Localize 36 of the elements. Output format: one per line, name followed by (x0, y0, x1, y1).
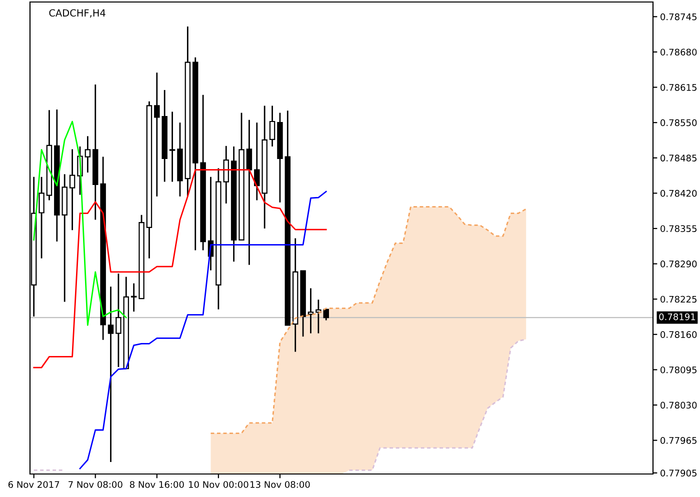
x-tick-label: 8 Nov 16:00 (130, 481, 184, 488)
candlestick (246, 119, 252, 266)
candlestick (130, 282, 137, 312)
y-tick-label: 0.78160 (660, 331, 697, 338)
y-tick-label: 0.77905 (660, 470, 696, 476)
candlestick (308, 288, 314, 334)
y-tick-label: 0.78355 (660, 225, 696, 232)
y-tick-label: 0.77965 (660, 437, 696, 444)
y-tick-label: 0.78095 (660, 366, 696, 374)
candlestick (269, 105, 276, 148)
line-series (210, 206, 527, 434)
x-tick-label: 13 Nov 08:00 (250, 481, 310, 488)
candlestick (323, 308, 329, 321)
y-tick-label: 0.78225 (660, 296, 696, 303)
candlestick (169, 111, 176, 182)
y-tick-label: 0.78290 (660, 260, 697, 268)
y-tick-label: 0.78615 (660, 84, 696, 91)
y-tick-label: 0.78680 (660, 48, 697, 56)
y-tick-label: 0.78485 (660, 154, 696, 162)
y-tick-label: 0.78420 (660, 190, 697, 197)
x-tick-label: 10 Nov 00:00 (189, 481, 248, 488)
candlestick (108, 286, 114, 463)
y-tick-label: 0.78745 (660, 13, 696, 20)
x-tick-label: 6 Nov 2017 (8, 481, 60, 488)
line-series (79, 190, 327, 470)
y-tick-label: 0.78030 (660, 402, 697, 409)
line-series (33, 120, 127, 326)
text: CADCHF,H4 (49, 9, 106, 18)
candlestick (116, 272, 122, 368)
x-tick-label: 7 Nov 08:00 (68, 481, 122, 488)
ref-line-label: 0.78191 (659, 313, 696, 320)
candlestick (69, 148, 76, 231)
candlestick (38, 176, 44, 260)
candlestick (84, 135, 91, 174)
candlestick (223, 145, 229, 204)
y-tick-label: 0.78550 (660, 119, 697, 126)
